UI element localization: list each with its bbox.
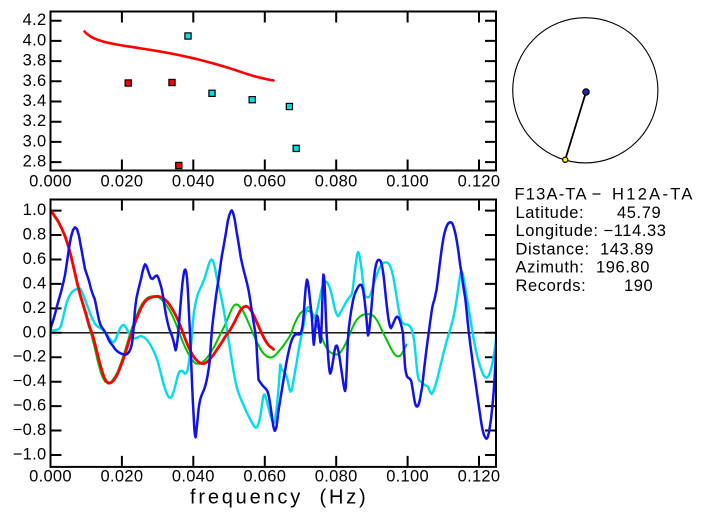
svg-text:−0.4: −0.4	[13, 372, 47, 390]
svg-text:(Hz): (Hz)	[320, 487, 369, 509]
svg-text:−: −	[592, 186, 602, 204]
svg-text:0.000: 0.000	[29, 173, 72, 191]
svg-text:196.80: 196.80	[596, 259, 650, 277]
svg-text:0.060: 0.060	[243, 173, 286, 191]
svg-text:Distance:: Distance:	[516, 240, 590, 258]
svg-text:Latitude:: Latitude:	[516, 204, 585, 222]
svg-text:45.79: 45.79	[617, 204, 661, 222]
svg-text:0.060: 0.060	[243, 468, 286, 486]
svg-text:0.020: 0.020	[101, 468, 144, 486]
svg-text:−0.6: −0.6	[13, 397, 47, 415]
svg-text:0.120: 0.120	[458, 468, 501, 486]
svg-text:190: 190	[624, 277, 653, 295]
svg-text:0.080: 0.080	[315, 468, 358, 486]
svg-text:0.8: 0.8	[23, 226, 47, 244]
svg-text:−0.2: −0.2	[13, 348, 47, 366]
svg-text:3.8: 3.8	[23, 52, 47, 70]
svg-text:0.0: 0.0	[23, 323, 47, 341]
svg-text:Records:: Records:	[516, 277, 587, 295]
svg-text:3.4: 3.4	[23, 92, 47, 110]
svg-text:−0.8: −0.8	[13, 421, 47, 439]
svg-text:0.020: 0.020	[101, 173, 144, 191]
svg-text:143.89: 143.89	[600, 240, 654, 258]
svg-text:2.8: 2.8	[23, 153, 47, 171]
svg-text:0.120: 0.120	[458, 173, 501, 191]
svg-text:1.0: 1.0	[23, 201, 47, 219]
svg-text:F13A-TA: F13A-TA	[515, 186, 588, 204]
svg-text:4.2: 4.2	[23, 11, 47, 29]
svg-text:0.040: 0.040	[172, 468, 215, 486]
svg-text:0.100: 0.100	[386, 173, 429, 191]
svg-text:−114.33: −114.33	[604, 222, 667, 240]
svg-text:H12A-TA: H12A-TA	[612, 186, 695, 204]
svg-text:0.6: 0.6	[23, 250, 47, 268]
svg-text:0.000: 0.000	[29, 468, 72, 486]
svg-text:0.040: 0.040	[172, 173, 215, 191]
svg-text:0.2: 0.2	[23, 299, 47, 317]
svg-text:3.2: 3.2	[23, 112, 47, 130]
svg-text:0.4: 0.4	[23, 274, 47, 292]
svg-text:0.100: 0.100	[386, 468, 429, 486]
svg-text:frequency: frequency	[190, 487, 303, 509]
svg-text:Azimuth:: Azimuth:	[516, 259, 585, 277]
svg-text:4.0: 4.0	[23, 31, 47, 49]
svg-text:3.0: 3.0	[23, 132, 47, 150]
svg-text:−1.0: −1.0	[13, 446, 47, 464]
svg-text:0.080: 0.080	[315, 173, 358, 191]
svg-text:3.6: 3.6	[23, 72, 47, 90]
svg-text:Longitude:: Longitude:	[516, 222, 599, 240]
